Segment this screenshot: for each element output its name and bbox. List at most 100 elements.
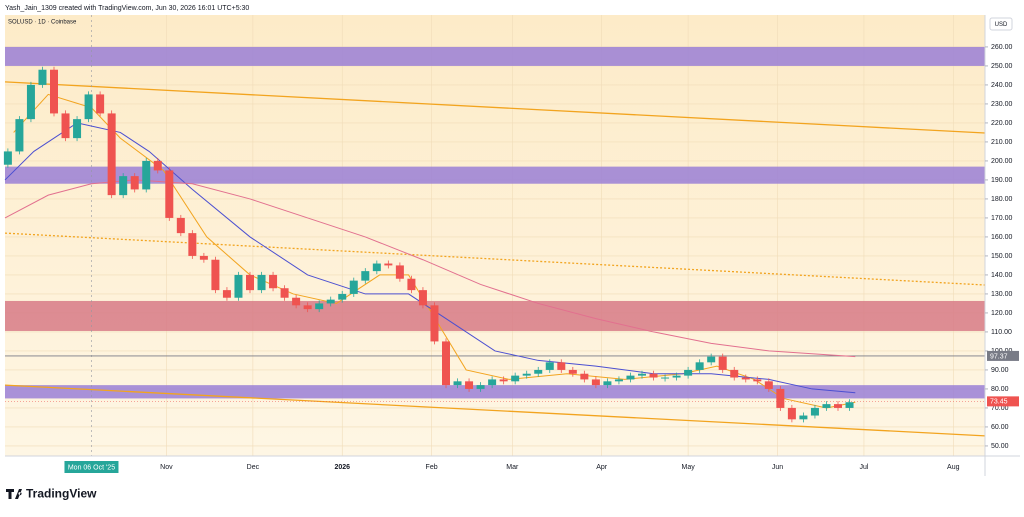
candle xyxy=(222,290,231,298)
candle xyxy=(638,373,646,376)
candle xyxy=(718,356,727,370)
x-tick-label: Mar xyxy=(506,464,519,471)
y-tick-label: 260.00 xyxy=(991,44,1013,51)
candle xyxy=(810,407,819,416)
candle xyxy=(580,373,589,380)
candle xyxy=(246,274,254,291)
price-label: 73.45 xyxy=(990,399,1008,406)
candle xyxy=(730,369,739,378)
candle xyxy=(292,297,301,306)
candle xyxy=(142,160,151,190)
currency-box[interactable] xyxy=(989,17,1013,31)
candle xyxy=(799,415,808,420)
moving-average xyxy=(4,122,856,394)
y-tick-label: 210.00 xyxy=(991,139,1013,146)
y-tick-label: 110.00 xyxy=(991,329,1012,336)
candle xyxy=(395,265,404,279)
y-tick-label: 180.00 xyxy=(991,196,1013,203)
candle xyxy=(511,375,520,382)
candle xyxy=(591,379,600,386)
y-tick-label: 160.00 xyxy=(991,234,1013,241)
candle xyxy=(407,278,416,291)
candle xyxy=(280,288,289,298)
candle xyxy=(442,341,450,386)
candle xyxy=(603,381,612,386)
trend-line xyxy=(4,81,986,134)
zone xyxy=(5,385,985,399)
x-tick-label: Feb xyxy=(426,464,438,471)
crosshair-label-box xyxy=(64,461,119,473)
candle xyxy=(50,69,58,114)
zone xyxy=(5,46,985,66)
x-tick-label: Jun xyxy=(772,464,783,471)
candle xyxy=(119,176,128,196)
trend-line xyxy=(4,232,986,286)
y-tick-label: 50.00 xyxy=(991,443,1009,450)
y-tick-label: 200.00 xyxy=(991,158,1013,165)
candle xyxy=(349,280,358,294)
candle xyxy=(61,113,70,139)
candle xyxy=(165,170,174,218)
y-tick-label: 220.00 xyxy=(991,120,1013,127)
candle xyxy=(303,305,312,310)
y-tick-label: 240.00 xyxy=(991,82,1013,89)
y-tick-label: 170.00 xyxy=(991,215,1013,222)
y-tick-label: 120.00 xyxy=(991,310,1013,317)
header: Yash_Jain_1309 created with TradingView.… xyxy=(5,5,249,12)
candle xyxy=(649,373,658,378)
candle xyxy=(753,379,762,382)
symbol-title: SOLUSD · 1D · Coinbase xyxy=(8,20,77,26)
candle xyxy=(234,274,243,298)
candle xyxy=(418,290,427,306)
candle xyxy=(499,379,508,382)
candle xyxy=(545,362,554,370)
candle xyxy=(384,263,393,266)
candle xyxy=(626,375,635,380)
currency: USD xyxy=(995,22,1008,28)
x-tick-label: May xyxy=(682,464,696,471)
candle xyxy=(188,233,197,256)
y-tick-label: 80.00 xyxy=(991,386,1009,393)
candle xyxy=(269,274,278,289)
candle xyxy=(834,404,842,408)
candle xyxy=(315,303,324,310)
plot-layer xyxy=(3,15,986,456)
candle xyxy=(787,407,796,420)
candle xyxy=(568,369,577,374)
candle xyxy=(84,94,93,120)
candle xyxy=(845,402,854,408)
candle xyxy=(557,362,566,370)
y-tick-label: 60.00 xyxy=(991,424,1009,431)
candle xyxy=(672,375,681,378)
candle xyxy=(15,119,24,152)
candle xyxy=(453,381,462,386)
zone xyxy=(5,166,985,184)
price-label: 97.37 xyxy=(990,353,1008,360)
candle xyxy=(211,259,220,291)
candle xyxy=(661,377,670,379)
x-tick-label: Nov xyxy=(160,464,173,471)
candle xyxy=(326,299,335,304)
candle xyxy=(38,69,47,85)
trend-line xyxy=(4,384,986,437)
candle xyxy=(96,94,105,114)
x-tick-label: 2026 xyxy=(334,464,350,471)
candle xyxy=(3,151,12,165)
price-label-box xyxy=(987,396,1019,407)
y-tick-label: 190.00 xyxy=(991,177,1013,184)
y-tick-label: 250.00 xyxy=(991,63,1013,70)
x-tick-label: Apr xyxy=(596,464,608,471)
y-tick-label: 70.00 xyxy=(991,405,1009,412)
candle xyxy=(822,404,831,408)
brand: TradingView xyxy=(26,487,97,501)
candle xyxy=(107,113,116,196)
candle xyxy=(764,381,773,389)
candle xyxy=(153,160,162,171)
candle xyxy=(614,379,623,382)
crosshair-label: Mon 06 Oct '25 xyxy=(68,464,115,471)
y-tick-label: 150.00 xyxy=(991,253,1013,260)
candle xyxy=(776,388,785,408)
candle xyxy=(372,263,381,272)
